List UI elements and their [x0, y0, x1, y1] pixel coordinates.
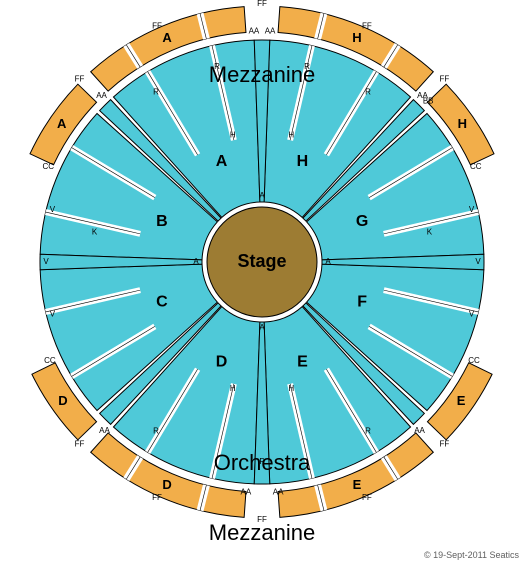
- row-marker: AA: [241, 488, 252, 497]
- row-marker: FF: [257, 0, 267, 8]
- mezz-section-label: D: [162, 477, 171, 492]
- row-marker: CC: [468, 356, 480, 365]
- row-marker: AA: [265, 26, 276, 35]
- mezz-section-label: E: [457, 393, 466, 408]
- row-marker: V: [43, 257, 49, 266]
- row-marker: A: [259, 191, 265, 200]
- credit-text: © 19-Sept-2011 Seatics: [424, 550, 520, 560]
- row-marker: FF: [75, 440, 85, 449]
- row-marker: V: [50, 309, 56, 318]
- mezz-section-label: E: [353, 477, 362, 492]
- row-marker: H: [230, 130, 236, 139]
- row-marker: FF: [75, 75, 85, 84]
- row-marker: H: [230, 384, 236, 393]
- orchestra-section-label: E: [297, 353, 308, 370]
- row-marker: CC: [42, 162, 54, 171]
- row-marker: FF: [440, 75, 450, 84]
- row-marker: R: [153, 427, 159, 436]
- orchestra-label: Orchestra: [214, 450, 311, 475]
- row-marker: A: [325, 257, 331, 266]
- mezz-section-label: H: [352, 30, 361, 45]
- row-marker: AA: [99, 426, 110, 435]
- mezz-section-label: H: [458, 116, 467, 131]
- orchestra-section-label: B: [156, 213, 168, 230]
- row-marker: AA: [249, 26, 260, 35]
- row-marker: R: [365, 87, 371, 96]
- row-marker: FF: [362, 493, 372, 502]
- row-marker: V: [469, 309, 475, 318]
- row-marker: H: [288, 384, 294, 393]
- row-marker: AA: [414, 426, 425, 435]
- row-marker: K: [427, 228, 433, 237]
- mezz-section-label: A: [162, 30, 172, 45]
- seating-chart: AAHHDDEEStageAHGFEDCBAAAAHHHHKKRRRRRRPVV…: [0, 0, 525, 564]
- row-marker: R: [153, 87, 159, 96]
- mezz-section-label: A: [57, 116, 67, 131]
- orchestra-section-label: D: [216, 353, 228, 370]
- mezzanine-label-top: Mezzanine: [209, 62, 315, 87]
- row-marker: H: [288, 130, 294, 139]
- row-marker: A: [259, 323, 265, 332]
- row-marker: AA: [96, 91, 107, 100]
- row-marker: BB: [423, 97, 434, 106]
- orchestra-section-label: H: [297, 153, 309, 170]
- row-marker: FF: [440, 440, 450, 449]
- orchestra-section-label: A: [216, 153, 228, 170]
- row-marker: CC: [470, 162, 482, 171]
- row-marker: K: [92, 228, 98, 237]
- row-marker: CC: [44, 356, 56, 365]
- row-marker: R: [365, 427, 371, 436]
- orchestra-section-label: C: [156, 294, 168, 311]
- row-marker: FF: [362, 21, 372, 30]
- row-marker: AA: [273, 488, 284, 497]
- mezzanine-label-bottom: Mezzanine: [209, 520, 315, 545]
- row-marker: V: [469, 205, 475, 214]
- mezz-section-label: D: [58, 393, 67, 408]
- orchestra-section-label: G: [356, 213, 368, 230]
- row-marker: FF: [152, 493, 162, 502]
- stage-label: Stage: [237, 251, 286, 271]
- orchestra-section-label: F: [357, 294, 367, 311]
- row-marker: FF: [152, 21, 162, 30]
- row-marker: V: [50, 205, 56, 214]
- row-marker: A: [193, 257, 199, 266]
- row-marker: V: [475, 257, 481, 266]
